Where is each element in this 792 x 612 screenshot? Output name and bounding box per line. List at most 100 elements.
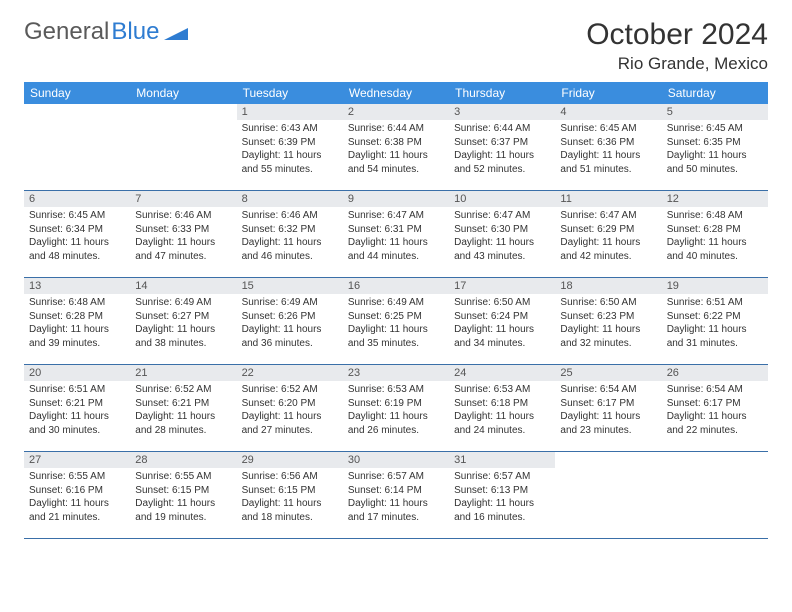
day-number: 21 [130, 365, 236, 381]
location-label: Rio Grande, Mexico [586, 54, 768, 74]
brand-triangle-icon [164, 24, 188, 40]
calendar-week-row: 20Sunrise: 6:51 AMSunset: 6:21 PMDayligh… [24, 365, 768, 452]
calendar-day-cell: 6Sunrise: 6:45 AMSunset: 6:34 PMDaylight… [24, 191, 130, 278]
day-number: 11 [555, 191, 661, 207]
day-details: Sunrise: 6:47 AMSunset: 6:31 PMDaylight:… [343, 207, 449, 267]
day-details: Sunrise: 6:57 AMSunset: 6:13 PMDaylight:… [449, 468, 555, 528]
day-details: Sunrise: 6:47 AMSunset: 6:30 PMDaylight:… [449, 207, 555, 267]
calendar-day-cell: 27Sunrise: 6:55 AMSunset: 6:16 PMDayligh… [24, 452, 130, 539]
calendar-day-cell: 25Sunrise: 6:54 AMSunset: 6:17 PMDayligh… [555, 365, 661, 452]
day-details: Sunrise: 6:46 AMSunset: 6:32 PMDaylight:… [237, 207, 343, 267]
calendar-day-cell: 24Sunrise: 6:53 AMSunset: 6:18 PMDayligh… [449, 365, 555, 452]
day-number: 18 [555, 278, 661, 294]
day-number: 24 [449, 365, 555, 381]
month-title: October 2024 [586, 18, 768, 52]
day-number: 17 [449, 278, 555, 294]
day-number: 10 [449, 191, 555, 207]
calendar-day-cell: 23Sunrise: 6:53 AMSunset: 6:19 PMDayligh… [343, 365, 449, 452]
calendar-day-cell: 14Sunrise: 6:49 AMSunset: 6:27 PMDayligh… [130, 278, 236, 365]
day-details: Sunrise: 6:49 AMSunset: 6:25 PMDaylight:… [343, 294, 449, 354]
calendar-page: GeneralBlue October 2024 Rio Grande, Mex… [0, 0, 792, 557]
day-number: 6 [24, 191, 130, 207]
calendar-week-row: 1Sunrise: 6:43 AMSunset: 6:39 PMDaylight… [24, 104, 768, 191]
day-details: Sunrise: 6:47 AMSunset: 6:29 PMDaylight:… [555, 207, 661, 267]
day-number: 27 [24, 452, 130, 468]
calendar-week-row: 6Sunrise: 6:45 AMSunset: 6:34 PMDaylight… [24, 191, 768, 278]
calendar-day-cell: 22Sunrise: 6:52 AMSunset: 6:20 PMDayligh… [237, 365, 343, 452]
calendar-day-cell: 13Sunrise: 6:48 AMSunset: 6:28 PMDayligh… [24, 278, 130, 365]
weekday-header: Saturday [662, 82, 768, 104]
calendar-day-cell: 17Sunrise: 6:50 AMSunset: 6:24 PMDayligh… [449, 278, 555, 365]
day-number: 20 [24, 365, 130, 381]
day-details: Sunrise: 6:54 AMSunset: 6:17 PMDaylight:… [555, 381, 661, 441]
weekday-row: SundayMondayTuesdayWednesdayThursdayFrid… [24, 82, 768, 104]
calendar-day-cell: 15Sunrise: 6:49 AMSunset: 6:26 PMDayligh… [237, 278, 343, 365]
calendar-day-cell: 4Sunrise: 6:45 AMSunset: 6:36 PMDaylight… [555, 104, 661, 191]
day-details: Sunrise: 6:53 AMSunset: 6:19 PMDaylight:… [343, 381, 449, 441]
day-details: Sunrise: 6:50 AMSunset: 6:23 PMDaylight:… [555, 294, 661, 354]
day-number: 5 [662, 104, 768, 120]
calendar-empty-cell [130, 104, 236, 191]
day-details: Sunrise: 6:56 AMSunset: 6:15 PMDaylight:… [237, 468, 343, 528]
weekday-header: Thursday [449, 82, 555, 104]
calendar-day-cell: 31Sunrise: 6:57 AMSunset: 6:13 PMDayligh… [449, 452, 555, 539]
day-details: Sunrise: 6:52 AMSunset: 6:21 PMDaylight:… [130, 381, 236, 441]
day-details: Sunrise: 6:52 AMSunset: 6:20 PMDaylight:… [237, 381, 343, 441]
calendar-empty-cell [662, 452, 768, 539]
calendar-day-cell: 26Sunrise: 6:54 AMSunset: 6:17 PMDayligh… [662, 365, 768, 452]
day-number: 9 [343, 191, 449, 207]
day-number: 28 [130, 452, 236, 468]
title-block: October 2024 Rio Grande, Mexico [586, 18, 768, 74]
calendar-head: SundayMondayTuesdayWednesdayThursdayFrid… [24, 82, 768, 104]
calendar-empty-cell [24, 104, 130, 191]
day-number: 15 [237, 278, 343, 294]
day-details: Sunrise: 6:49 AMSunset: 6:26 PMDaylight:… [237, 294, 343, 354]
day-details: Sunrise: 6:51 AMSunset: 6:21 PMDaylight:… [24, 381, 130, 441]
day-details: Sunrise: 6:57 AMSunset: 6:14 PMDaylight:… [343, 468, 449, 528]
day-number: 29 [237, 452, 343, 468]
calendar-day-cell: 19Sunrise: 6:51 AMSunset: 6:22 PMDayligh… [662, 278, 768, 365]
day-number: 1 [237, 104, 343, 120]
day-number: 26 [662, 365, 768, 381]
day-number: 2 [343, 104, 449, 120]
day-details: Sunrise: 6:55 AMSunset: 6:15 PMDaylight:… [130, 468, 236, 528]
weekday-header: Tuesday [237, 82, 343, 104]
calendar-day-cell: 2Sunrise: 6:44 AMSunset: 6:38 PMDaylight… [343, 104, 449, 191]
day-details: Sunrise: 6:45 AMSunset: 6:34 PMDaylight:… [24, 207, 130, 267]
calendar-day-cell: 5Sunrise: 6:45 AMSunset: 6:35 PMDaylight… [662, 104, 768, 191]
calendar-day-cell: 3Sunrise: 6:44 AMSunset: 6:37 PMDaylight… [449, 104, 555, 191]
calendar-day-cell: 7Sunrise: 6:46 AMSunset: 6:33 PMDaylight… [130, 191, 236, 278]
calendar-day-cell: 10Sunrise: 6:47 AMSunset: 6:30 PMDayligh… [449, 191, 555, 278]
brand-part2: Blue [111, 18, 159, 46]
calendar-day-cell: 18Sunrise: 6:50 AMSunset: 6:23 PMDayligh… [555, 278, 661, 365]
day-details: Sunrise: 6:48 AMSunset: 6:28 PMDaylight:… [662, 207, 768, 267]
day-number: 25 [555, 365, 661, 381]
day-number: 19 [662, 278, 768, 294]
calendar-day-cell: 29Sunrise: 6:56 AMSunset: 6:15 PMDayligh… [237, 452, 343, 539]
calendar-day-cell: 1Sunrise: 6:43 AMSunset: 6:39 PMDaylight… [237, 104, 343, 191]
day-number: 7 [130, 191, 236, 207]
day-details: Sunrise: 6:44 AMSunset: 6:38 PMDaylight:… [343, 120, 449, 180]
page-header: GeneralBlue October 2024 Rio Grande, Mex… [24, 18, 768, 74]
day-details: Sunrise: 6:46 AMSunset: 6:33 PMDaylight:… [130, 207, 236, 267]
calendar-body: 1Sunrise: 6:43 AMSunset: 6:39 PMDaylight… [24, 104, 768, 539]
brand-logo: GeneralBlue [24, 18, 188, 46]
day-details: Sunrise: 6:50 AMSunset: 6:24 PMDaylight:… [449, 294, 555, 354]
calendar-empty-cell [555, 452, 661, 539]
calendar-day-cell: 30Sunrise: 6:57 AMSunset: 6:14 PMDayligh… [343, 452, 449, 539]
day-details: Sunrise: 6:43 AMSunset: 6:39 PMDaylight:… [237, 120, 343, 180]
day-details: Sunrise: 6:45 AMSunset: 6:36 PMDaylight:… [555, 120, 661, 180]
day-number: 8 [237, 191, 343, 207]
day-details: Sunrise: 6:54 AMSunset: 6:17 PMDaylight:… [662, 381, 768, 441]
day-number: 12 [662, 191, 768, 207]
calendar-day-cell: 20Sunrise: 6:51 AMSunset: 6:21 PMDayligh… [24, 365, 130, 452]
day-number: 14 [130, 278, 236, 294]
day-number: 23 [343, 365, 449, 381]
day-details: Sunrise: 6:49 AMSunset: 6:27 PMDaylight:… [130, 294, 236, 354]
day-details: Sunrise: 6:44 AMSunset: 6:37 PMDaylight:… [449, 120, 555, 180]
day-number: 22 [237, 365, 343, 381]
day-number: 4 [555, 104, 661, 120]
day-number: 3 [449, 104, 555, 120]
brand-part1: General [24, 18, 109, 46]
calendar-day-cell: 28Sunrise: 6:55 AMSunset: 6:15 PMDayligh… [130, 452, 236, 539]
